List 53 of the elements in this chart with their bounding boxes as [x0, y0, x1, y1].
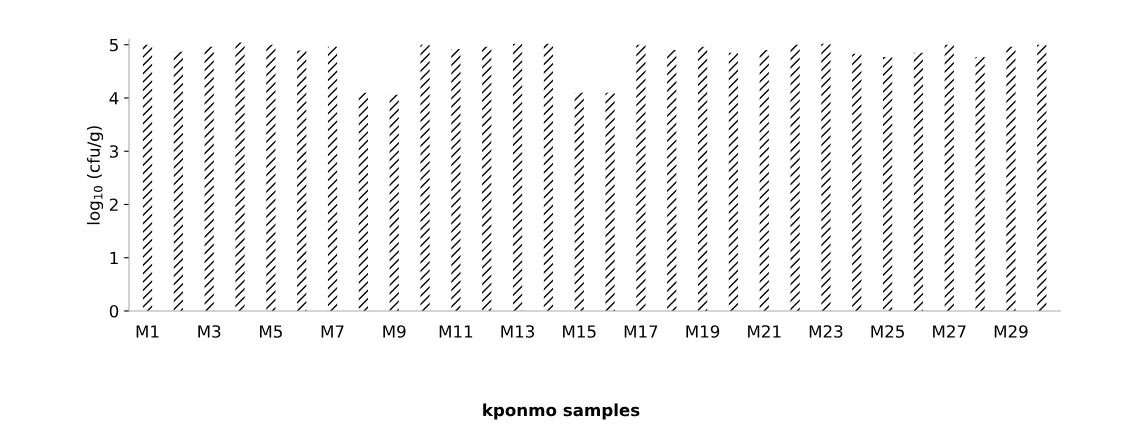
- x-axis-title: kponmo samples: [483, 403, 640, 420]
- x-tick-label: M27: [933, 325, 966, 338]
- bar: [173, 51, 183, 311]
- y-tick-label: 3: [109, 145, 118, 158]
- bar: [327, 46, 338, 311]
- bar: [821, 43, 831, 311]
- bar: [605, 92, 615, 311]
- bar: [759, 50, 769, 311]
- bar: [420, 44, 430, 311]
- y-tick-label: 2: [109, 198, 118, 211]
- bar: [142, 44, 153, 311]
- bar: [543, 43, 554, 311]
- x-tick-label: M23: [809, 325, 843, 338]
- bar: [451, 49, 461, 311]
- bar: [636, 44, 646, 311]
- bar: [266, 44, 276, 311]
- x-tick-label: M3: [198, 325, 221, 338]
- x-tick-label: M5: [260, 325, 282, 338]
- bar: [482, 46, 492, 311]
- bar: [697, 46, 708, 311]
- bar: [512, 43, 523, 311]
- y-tick-label: 5: [109, 38, 118, 52]
- bar: [1037, 44, 1047, 311]
- x-tick-label: M21: [748, 325, 781, 338]
- x-tick-label: M17: [624, 325, 658, 338]
- x-tick-label: M7: [321, 325, 344, 338]
- bar: [297, 50, 307, 311]
- bar: [389, 94, 399, 311]
- x-tick-label: M1: [136, 325, 159, 338]
- x-tick-label: M15: [563, 325, 596, 338]
- x-tick-label: M29: [994, 325, 1028, 338]
- y-tick-label: 0: [109, 304, 119, 318]
- bar: [852, 53, 862, 311]
- y-tick-label: 1: [110, 251, 118, 265]
- bar: [235, 42, 245, 311]
- bar: [204, 46, 214, 311]
- bar: [667, 50, 677, 311]
- y-axis-title: log$_{10}$ (cfu/g): [86, 126, 104, 225]
- bar: [358, 92, 369, 311]
- bar: [975, 56, 985, 311]
- bar: [1006, 46, 1016, 311]
- x-tick-label: M13: [501, 325, 535, 338]
- bar: [728, 52, 739, 311]
- y-tick-label: 4: [109, 92, 119, 105]
- bar: [790, 44, 800, 311]
- x-tick-label: M9: [383, 325, 406, 338]
- bar: [944, 44, 954, 311]
- x-tick-label: M11: [439, 325, 473, 338]
- x-tick-label: M19: [686, 325, 720, 338]
- bar: [574, 92, 584, 311]
- bar: [913, 52, 924, 311]
- x-tick-label: M25: [871, 325, 904, 338]
- bar: [882, 56, 893, 311]
